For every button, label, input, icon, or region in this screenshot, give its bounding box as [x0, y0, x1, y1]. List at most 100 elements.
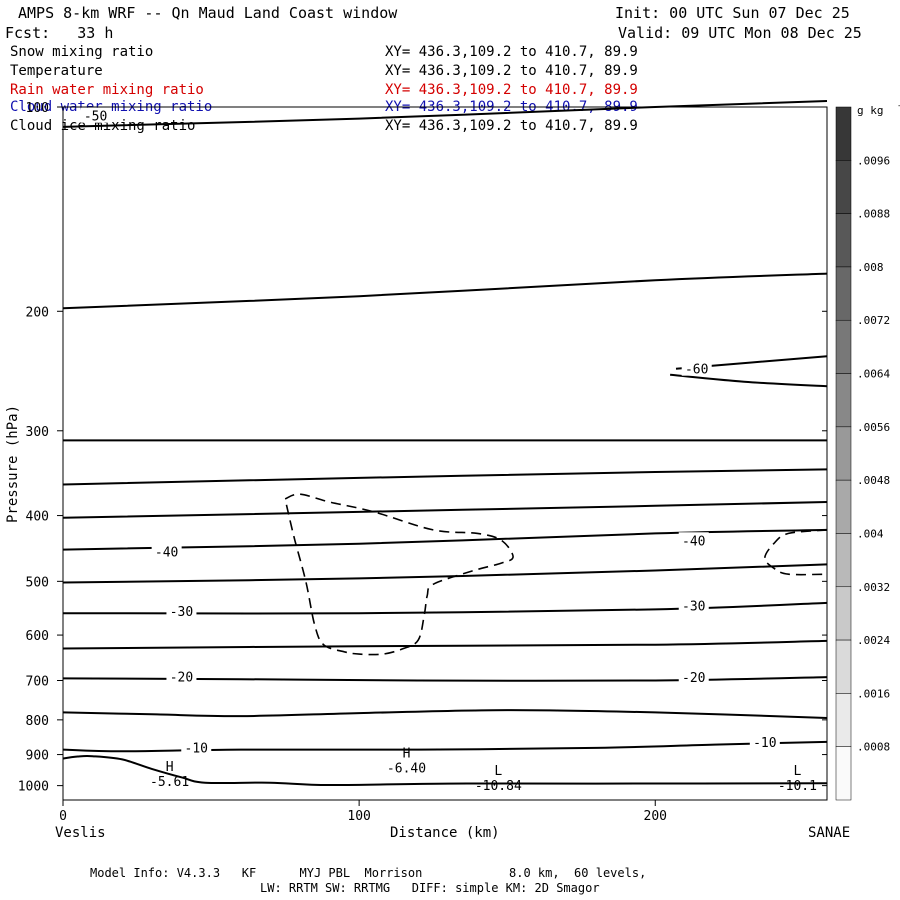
- contour-label-bg: [151, 543, 182, 559]
- colorbar-swatch: [835, 319, 852, 374]
- colorbar-swatch: [835, 213, 852, 268]
- colorbar-tick-label: .0032: [857, 581, 890, 594]
- temperature-contour: [670, 373, 828, 388]
- model-info-line1: Model Info: V4.3.3 KF MYJ PBL Morrison 8…: [90, 866, 647, 880]
- contour-label: -10: [185, 741, 208, 756]
- contour-label: -10: [753, 736, 776, 751]
- colorbar-tick-label: .0008: [857, 741, 890, 754]
- temperature-contour: [62, 468, 828, 486]
- x-tick-label: 200: [644, 809, 667, 824]
- field-xy: XY= 436.3,109.2 to 410.7, 89.9: [385, 44, 638, 60]
- colorbar-swatch: [835, 160, 852, 214]
- colorbar-swatch: [835, 586, 852, 641]
- colorbar-tick-label: .0024: [857, 634, 890, 647]
- contour-label: -40: [155, 546, 178, 561]
- temperature-contour: [62, 740, 828, 753]
- contour-label: -60: [685, 363, 708, 378]
- contour-label-bg: [166, 668, 197, 684]
- colorbar-tick-label: .0072: [857, 314, 890, 327]
- colorbar-tick-label: .0048: [857, 474, 890, 487]
- contour-label: -30: [170, 605, 193, 620]
- y-tick-label: 300: [26, 425, 49, 440]
- y-tick-label: 200: [26, 305, 49, 320]
- temperature-contour: [62, 272, 828, 310]
- y-tick-label: 600: [26, 629, 49, 644]
- y-tick-label: 800: [26, 714, 49, 729]
- extremum-value: -6.40: [387, 761, 426, 776]
- extremum-marker: L: [793, 764, 801, 779]
- field-name: Rain water mixing ratio: [10, 82, 204, 98]
- field-name: Temperature: [10, 63, 103, 79]
- colorbar-tick-label: .0088: [857, 208, 890, 221]
- plot-frame: [62, 106, 828, 801]
- field-xy: XY= 436.3,109.2 to 410.7, 89.9: [385, 82, 638, 98]
- extremum-marker: H: [166, 760, 174, 775]
- field-name: Snow mixing ratio: [10, 44, 154, 60]
- colorbar-unit-exponent: -1: [897, 101, 900, 110]
- colorbar-tick-label: .0016: [857, 687, 890, 700]
- colorbar-tick-label: .008: [857, 261, 884, 274]
- colorbar-swatch: [835, 266, 852, 321]
- snow-mixing-ratio-contour: [284, 493, 514, 656]
- label-layer: -50-60-40-40-30 -30-20 -20-10 -10H-5.61H-6.…: [80, 107, 817, 794]
- y-tick-label: 1000: [18, 780, 49, 795]
- colorbar-swatch: [835, 639, 852, 694]
- contour-label-bg: [678, 532, 709, 548]
- colorbar-swatch: [835, 746, 852, 801]
- extremum-value: -5.61: [150, 775, 189, 790]
- extremum-value: -10.1: [778, 779, 817, 794]
- contour-label-bg: [181, 739, 212, 755]
- contour-label-bg: [678, 669, 709, 685]
- contour-label-bg: [681, 360, 712, 376]
- colorbar-swatch: [835, 373, 852, 428]
- contour-label: -50: [84, 110, 107, 125]
- y-tick-label: 400: [26, 510, 49, 525]
- x-tick-label: 100: [347, 809, 370, 824]
- y-tick-label: 700: [26, 675, 49, 690]
- temperature-contour: [62, 501, 828, 519]
- model-info-line2: LW: RRTM SW: RRTMG DIFF: simple KM: 2D S…: [260, 881, 600, 895]
- y-tick-label: 900: [26, 749, 49, 764]
- colorbar-swatch: [835, 426, 852, 481]
- colorbar-tick-label: .0064: [857, 368, 890, 381]
- temperature-contour: [62, 754, 828, 787]
- colorbar-swatch: [835, 533, 852, 588]
- colorbar-tick-label: .0096: [857, 154, 890, 167]
- contour-label: -40: [682, 534, 705, 549]
- colorbar-swatch: [835, 106, 852, 161]
- colorbar-tick-label: .0056: [857, 421, 890, 434]
- valid-time: Valid: 09 UTC Mon 08 Dec 25: [618, 24, 862, 42]
- colorbar-swatch: [835, 479, 852, 534]
- temperature-contour: [62, 709, 828, 719]
- x-axis-label: Distance (km): [390, 825, 500, 841]
- field-xy: XY= 436.3,109.2 to 410.7, 89.9: [385, 63, 638, 79]
- colorbar-tick-label: .004: [857, 527, 884, 540]
- extremum-marker: L: [494, 764, 502, 779]
- contour-label-bg: [166, 603, 197, 619]
- extremum-value: -10.84: [475, 779, 522, 794]
- temperature-contour: [62, 639, 828, 650]
- x-tick-label: 0: [59, 809, 67, 824]
- left-endpoint-label: Veslis: [55, 825, 106, 841]
- contour-label-bg: [80, 107, 111, 123]
- temperature-contour: [62, 100, 828, 128]
- snow-mixing-ratio-contour: [763, 529, 828, 576]
- colorbar-swatch: [835, 693, 852, 747]
- contour-label: -20: [170, 670, 193, 685]
- colorbar-unit: g kg: [857, 104, 884, 117]
- y-axis-label: Pressure (hPa): [5, 404, 21, 523]
- contour-label: -20: [682, 671, 705, 686]
- right-endpoint-label: SANAE: [808, 825, 851, 841]
- temperature-contour: [62, 563, 828, 584]
- extremum-marker: H: [403, 746, 411, 761]
- init-time: Init: 00 UTC Sun 07 Dec 25: [615, 4, 850, 22]
- forecast-hour: Fcst: 33 h: [5, 24, 114, 42]
- y-tick-label: 100: [26, 101, 49, 116]
- field-xy: XY= 436.3,109.2 to 410.7, 89.9: [385, 118, 638, 134]
- chart-title: AMPS 8-km WRF -- Qn Maud Land Coast wind…: [18, 4, 398, 22]
- contour-label: -30: [682, 600, 705, 615]
- contour-label-bg: [749, 733, 780, 749]
- y-tick-label: 500: [26, 575, 49, 590]
